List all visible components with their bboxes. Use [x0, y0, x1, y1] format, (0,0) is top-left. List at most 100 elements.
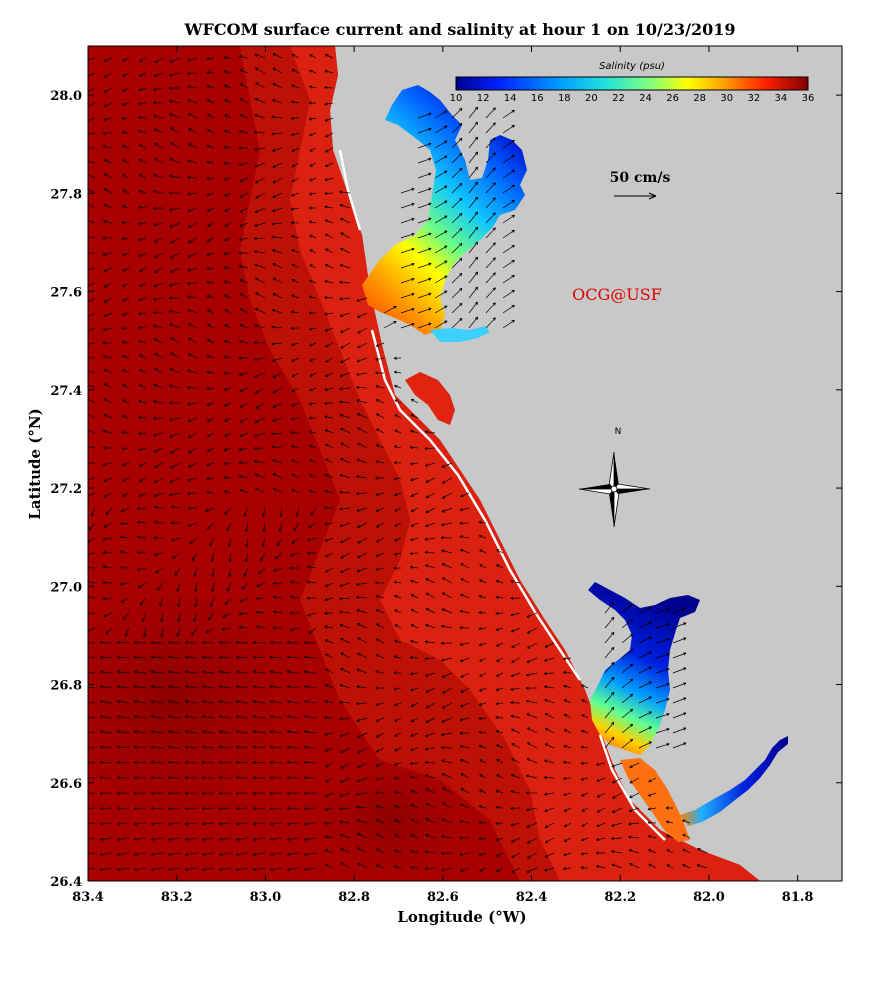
current-vector: [167, 867, 181, 872]
current-vector: [357, 762, 368, 769]
current-vector: [206, 99, 215, 104]
current-vector: [496, 852, 504, 857]
current-vector: [88, 746, 96, 749]
current-vector: [207, 114, 215, 119]
current-vector: [295, 507, 300, 517]
current-vector: [417, 307, 432, 314]
current-vector: [628, 822, 640, 826]
current-vector: [655, 668, 670, 674]
current-vector: [187, 207, 198, 212]
current-vector: [459, 535, 470, 539]
current-vector: [122, 159, 130, 164]
current-vector: [309, 264, 317, 269]
current-vector: [308, 430, 317, 434]
current-vector-field: [88, 53, 708, 873]
current-vector: [218, 655, 232, 659]
current-vector: [184, 776, 198, 780]
current-vector: [356, 805, 368, 809]
current-vector: [441, 462, 453, 468]
current-vector: [417, 127, 432, 134]
current-vector: [170, 352, 181, 359]
current-vector: [425, 477, 436, 483]
current-vector: [184, 655, 198, 659]
current-vector: [291, 278, 300, 284]
current-vector: [485, 122, 496, 134]
current-vector: [271, 249, 283, 254]
current-vector: [434, 320, 448, 329]
current-vector: [417, 172, 432, 179]
current-vector: [393, 370, 402, 374]
current-vector: [291, 177, 300, 183]
current-vector: [460, 563, 470, 569]
current-vector: [376, 833, 385, 839]
current-vector: [88, 173, 96, 179]
current-vector: [139, 597, 147, 606]
current-vector: [291, 473, 300, 479]
current-vector: [102, 550, 113, 555]
current-vector: [434, 305, 448, 314]
y-tick-label: 27.2: [50, 482, 82, 497]
current-vector: [526, 758, 538, 764]
current-vector: [595, 851, 605, 855]
current-vector: [441, 732, 453, 737]
current-vector: [191, 552, 198, 561]
current-vector: [188, 237, 198, 243]
current-vector: [478, 595, 487, 599]
current-vector: [410, 672, 419, 676]
current-vector: [434, 275, 448, 284]
current-vector: [269, 776, 283, 780]
current-vector: [99, 745, 113, 749]
current-vector: [223, 339, 232, 344]
current-vector: [239, 417, 249, 423]
current-vector: [604, 646, 615, 659]
current-vector: [187, 402, 198, 406]
current-vector: [188, 113, 198, 119]
current-vector: [170, 237, 181, 244]
current-vector: [459, 717, 470, 722]
current-vector: [290, 552, 300, 557]
current-vector: [394, 732, 402, 737]
current-vector: [137, 582, 147, 588]
current-vector: [383, 320, 397, 329]
current-vector: [133, 760, 147, 765]
current-vector: [206, 370, 215, 374]
current-vector: [269, 730, 283, 734]
current-vector: [223, 177, 232, 181]
current-vector: [434, 260, 448, 269]
north-arrow-icon: N: [578, 427, 651, 528]
current-vector: [88, 187, 96, 194]
barrier-islands: [338, 149, 666, 841]
current-vector: [201, 760, 215, 765]
current-vector: [187, 143, 198, 149]
current-vector: [393, 552, 402, 556]
current-vector: [121, 102, 130, 106]
current-vector: [201, 670, 215, 674]
current-vector: [102, 462, 113, 466]
current-vector: [119, 522, 130, 526]
current-vector: [324, 429, 334, 434]
current-vector: [121, 144, 130, 149]
current-vector: [159, 597, 164, 607]
current-vector: [485, 272, 496, 284]
current-vector: [258, 567, 266, 575]
current-vector: [138, 462, 147, 467]
current-vector: [224, 294, 232, 299]
current-vector: [596, 837, 606, 841]
current-vector: [339, 820, 351, 824]
current-vector: [340, 637, 351, 644]
current-vector: [526, 774, 538, 779]
current-vector: [88, 219, 96, 224]
current-vector: [375, 819, 385, 824]
current-vector: [440, 834, 453, 839]
current-vector: [136, 535, 147, 539]
current-vector: [121, 237, 130, 241]
current-vector: [425, 492, 436, 499]
current-vector: [187, 252, 198, 258]
current-vector: [527, 837, 538, 844]
current-vector: [290, 100, 300, 104]
current-vector: [239, 308, 249, 314]
current-vector: [410, 789, 419, 794]
x-axis-title: Longitude (°W): [397, 908, 526, 926]
current-vector: [339, 372, 351, 377]
current-vector: [272, 277, 283, 284]
